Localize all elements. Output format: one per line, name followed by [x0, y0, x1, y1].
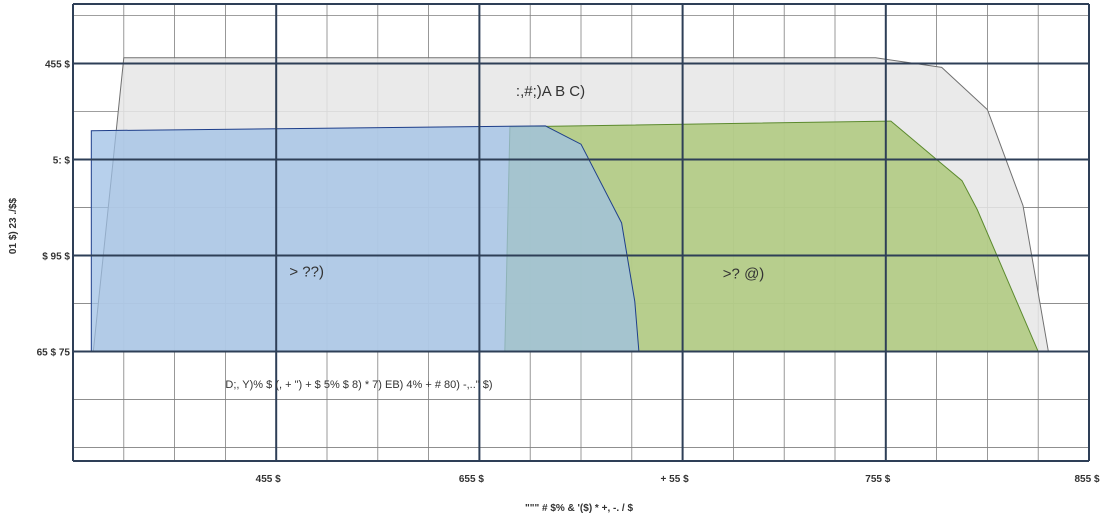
area-series-3 — [90, 125, 640, 353]
y-tick-label: 65 $ 75 — [37, 348, 71, 359]
y-axis-title: 01 $) 23 ./$$ — [8, 197, 19, 254]
annotation-text: D;, Y)% $ (, + ") + $ 5% $ 8) * 7) EB) 4… — [225, 379, 492, 391]
x-tick-label: 855 $ — [1074, 474, 1099, 485]
series-label-3: > ??) — [289, 264, 324, 281]
data-areas — [90, 57, 1049, 353]
y-tick-label: 455 $ — [45, 60, 70, 71]
y-tick-label: $ 95 $ — [42, 252, 70, 263]
x-tick-label: 655 $ — [459, 474, 484, 485]
x-tick-label: 755 $ — [865, 474, 890, 485]
series-label-1: :,#;)A B C) — [516, 83, 585, 100]
region-labels: :,#;)A B C) >? @) > ??) D;, Y)% $ (, + ") +… — [225, 83, 764, 391]
y-tick-label: 5: $ — [53, 156, 71, 167]
tick-labels: 455 $ 655 $ + 55 $ 755 $ 855 $ 65 $ 75 $ 95 $ 5… — [37, 60, 1100, 485]
x-tick-label: 455 $ — [256, 474, 281, 485]
series-label-2: >? @) — [723, 266, 765, 283]
x-tick-label: + 55 $ — [661, 474, 690, 485]
axes — [72, 3, 1090, 462]
x-axis-title: """ # $% & '($) * +, -. / $ — [525, 503, 633, 514]
area-series-2 — [504, 120, 1039, 353]
